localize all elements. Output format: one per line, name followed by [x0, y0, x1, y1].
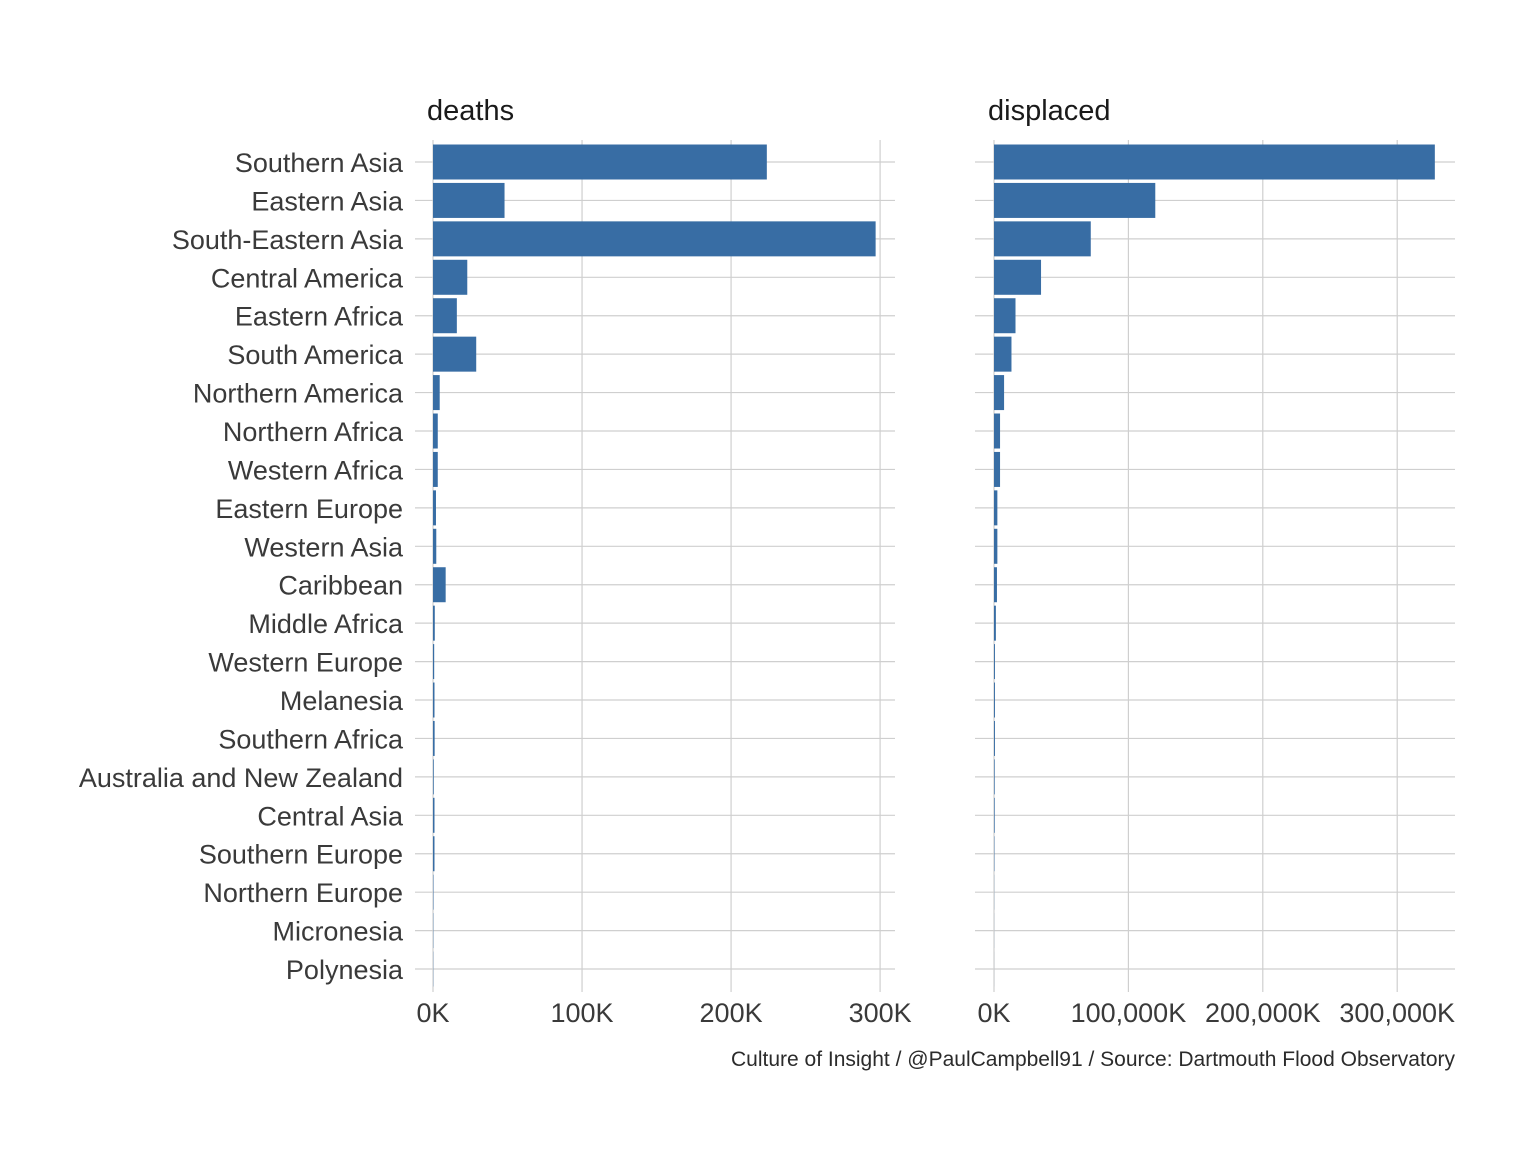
- category-label: Western Europe: [208, 648, 403, 678]
- bar-deaths: [433, 797, 435, 833]
- x-tick-label: 0K: [416, 998, 449, 1028]
- bar-displaced: [994, 528, 998, 564]
- category-label: Northern Africa: [223, 417, 404, 447]
- bar-layer: [433, 144, 1435, 987]
- bar-displaced: [994, 182, 1156, 218]
- x-tick-label: 100,000K: [1071, 998, 1187, 1028]
- facet-title: displaced: [988, 95, 1111, 127]
- bar-deaths: [433, 605, 435, 641]
- bar-displaced: [994, 375, 1005, 411]
- bar-deaths: [433, 451, 438, 487]
- category-label: South-Eastern Asia: [172, 225, 404, 255]
- x-tick-label: 0K: [977, 998, 1010, 1028]
- bar-deaths: [433, 336, 477, 372]
- chart-caption: Culture of Insight / @PaulCampbell91 / S…: [731, 1048, 1455, 1071]
- bar-deaths: [433, 298, 457, 334]
- bar-deaths: [433, 567, 446, 603]
- bar-displaced: [994, 490, 998, 526]
- category-label: Western Asia: [244, 532, 404, 562]
- bar-deaths: [433, 528, 437, 564]
- category-label: South America: [227, 340, 404, 370]
- category-label: Northern Europe: [203, 878, 403, 908]
- category-label: Polynesia: [286, 955, 404, 985]
- category-label: Australia and New Zealand: [79, 763, 403, 793]
- bar-deaths: [433, 720, 435, 756]
- text-layer: Southern Asia Eastern Asia South-Eastern A…: [79, 95, 1455, 1028]
- bar-deaths: [433, 682, 435, 718]
- bar-displaced: [994, 644, 995, 680]
- bar-displaced: [994, 605, 996, 641]
- category-label: Northern America: [193, 379, 404, 409]
- bar-deaths: [433, 644, 435, 680]
- category-label: Western Africa: [228, 455, 404, 485]
- bar-deaths: [433, 221, 876, 257]
- bar-deaths: [433, 259, 468, 295]
- facet-title: deaths: [427, 95, 514, 127]
- bar-displaced: [994, 221, 1091, 257]
- bar-displaced: [994, 451, 1001, 487]
- bar-deaths: [433, 144, 767, 180]
- bar-deaths: [433, 413, 438, 449]
- bar-displaced: [994, 259, 1042, 295]
- bar-displaced: [994, 759, 995, 795]
- category-label: Southern Asia: [235, 148, 404, 178]
- bar-displaced: [994, 336, 1012, 372]
- bar-displaced: [994, 567, 997, 603]
- category-label: Central America: [211, 263, 404, 293]
- bar-displaced: [994, 413, 1001, 449]
- bar-displaced: [994, 682, 995, 718]
- category-label: Middle Africa: [248, 609, 404, 639]
- grid-layer: [415, 140, 1455, 992]
- x-tick-label: 200K: [700, 998, 763, 1028]
- category-label: Southern Europe: [199, 840, 403, 870]
- bar-deaths: [433, 759, 434, 795]
- x-tick-label: 300K: [849, 998, 912, 1028]
- x-tick-label: 300,000K: [1339, 998, 1455, 1028]
- bar-displaced: [994, 797, 995, 833]
- category-label: Southern Africa: [218, 724, 404, 754]
- bar-displaced: [994, 298, 1016, 334]
- category-label: Caribbean: [278, 571, 403, 601]
- bar-displaced: [994, 720, 995, 756]
- bar-displaced: [994, 144, 1435, 180]
- category-label: Eastern Europe: [215, 494, 403, 524]
- bar-deaths: [433, 182, 505, 218]
- category-label: Central Asia: [257, 801, 404, 831]
- category-label: Melanesia: [280, 686, 404, 716]
- x-tick-label: 100K: [551, 998, 614, 1028]
- bar-deaths: [433, 836, 435, 872]
- category-label: Micronesia: [272, 917, 404, 947]
- x-tick-label: 200,000K: [1205, 998, 1321, 1028]
- bar-deaths: [433, 375, 440, 411]
- category-label: Eastern Africa: [235, 302, 404, 332]
- bar-deaths: [433, 490, 436, 526]
- category-label: Eastern Asia: [251, 186, 404, 216]
